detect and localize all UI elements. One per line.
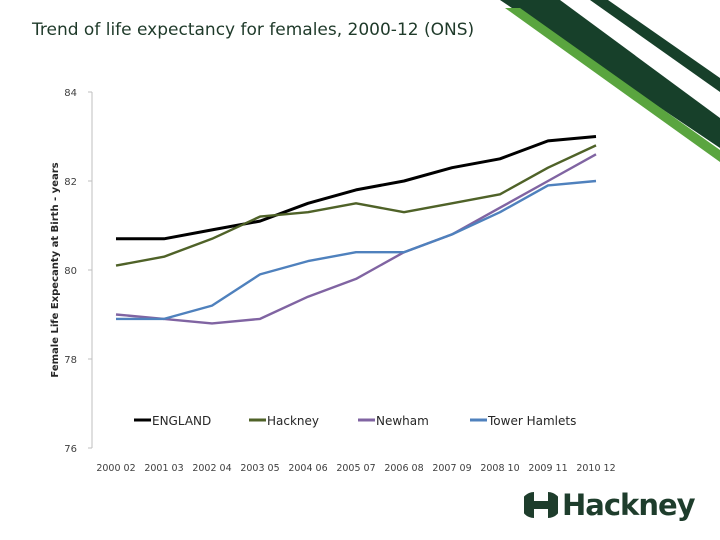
hackney-logo: Hackney xyxy=(524,487,696,522)
stripe-light-band xyxy=(505,8,720,162)
stripe-dark-thin-band xyxy=(590,0,720,92)
series-line-tower-hamlets xyxy=(116,179,597,321)
x-tick-label: 2010 12 xyxy=(576,463,615,474)
x-tick-label: 2009 11 xyxy=(528,463,567,474)
legend-label-tower-hamlets: Tower Hamlets xyxy=(487,414,576,428)
y-axis-label: Female Life Expecanty at Birth - years xyxy=(50,162,61,377)
legend-label-newham: Newham xyxy=(376,414,429,428)
y-tick-label: 82 xyxy=(64,177,77,188)
legend-label-hackney: Hackney xyxy=(267,414,319,428)
x-tick-label: 2005 07 xyxy=(336,463,375,474)
series-lines xyxy=(115,135,597,325)
x-tick-label: 2006 08 xyxy=(384,463,423,474)
legend-label-england: ENGLAND xyxy=(152,414,211,428)
x-tick-label: 2004 06 xyxy=(288,463,327,474)
slide-title: Trend of life expectancy for females, 20… xyxy=(32,20,475,40)
hackney-h-mark-icon xyxy=(524,492,558,518)
series-line-hackney xyxy=(115,144,597,267)
series-line-england xyxy=(116,135,597,241)
y-tick-label: 76 xyxy=(64,444,77,455)
y-tick-label: 78 xyxy=(64,355,77,366)
x-tick-label: 2003 05 xyxy=(240,463,279,474)
hackney-logo-text: Hackney xyxy=(562,487,696,522)
y-tick-label: 84 xyxy=(64,88,77,99)
legend: ENGLAND Hackney Newham Tower Hamlets xyxy=(134,414,576,428)
x-tick-label: 2000 02 xyxy=(96,463,135,474)
y-axis: 76 78 80 82 84 xyxy=(64,88,93,455)
x-tick-label: 2001 03 xyxy=(144,463,183,474)
x-tick-label: 2008 10 xyxy=(480,463,519,474)
x-tick-label: 2007 09 xyxy=(432,463,471,474)
y-tick-label: 80 xyxy=(64,266,77,277)
x-tick-label: 2002 04 xyxy=(192,463,231,474)
series-line-newham xyxy=(115,153,597,325)
x-axis: 2000 02 2001 03 2002 04 2003 05 2004 06 2005 … xyxy=(96,463,615,474)
